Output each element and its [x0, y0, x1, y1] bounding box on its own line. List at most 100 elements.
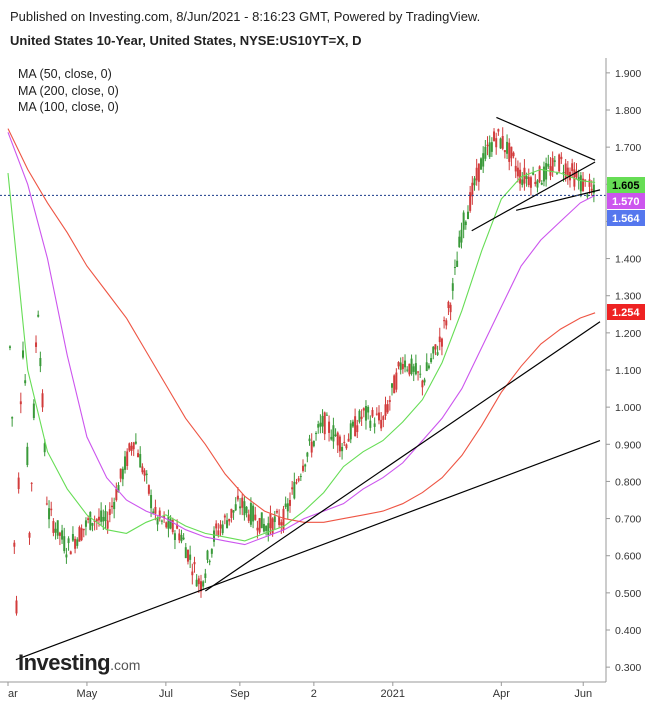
candle-body — [508, 142, 511, 162]
candle-body — [176, 524, 179, 529]
candle-body — [493, 131, 496, 141]
candle-body — [124, 456, 127, 470]
price-badge-label: 1.605 — [612, 180, 640, 192]
candle-body — [134, 441, 137, 444]
candle-body — [484, 146, 487, 159]
candle-body — [575, 171, 578, 177]
candle-body — [21, 350, 24, 358]
candle-body — [356, 425, 359, 433]
candle-body — [438, 336, 441, 343]
candle-body — [384, 404, 387, 416]
candle-body — [150, 495, 153, 509]
candle-body — [419, 373, 422, 375]
y-tick-label: 0.700 — [615, 514, 641, 526]
y-tick-label: 0.500 — [615, 588, 641, 600]
trendline[interactable] — [471, 161, 596, 232]
candle-body — [393, 375, 396, 394]
ma-line[interactable] — [7, 168, 596, 542]
trendline[interactable] — [204, 321, 601, 592]
candle-body — [490, 142, 493, 152]
y-tick-label: 1.900 — [615, 68, 641, 80]
candle-body — [308, 438, 311, 442]
candle-body — [210, 549, 213, 554]
x-axis-ticks: ar May Jul Sep 2 2021 Apr Jun — [7, 682, 592, 700]
x-tick-label: Apr — [493, 688, 510, 700]
candle-body — [369, 420, 372, 428]
candle-body — [288, 499, 291, 506]
candle-body — [39, 357, 42, 367]
trendline[interactable] — [15, 440, 601, 661]
candle-body — [69, 551, 72, 555]
candle-body — [295, 482, 298, 484]
price-badge — [607, 304, 645, 320]
ma-line[interactable] — [7, 132, 596, 546]
candle-body — [223, 515, 226, 518]
candle-body — [245, 506, 248, 514]
candle-body — [110, 505, 113, 508]
candle-body — [186, 550, 189, 562]
legend-ma200[interactable]: MA (200, close, 0) — [18, 83, 119, 98]
candle-body — [466, 211, 469, 220]
candle-body — [338, 436, 341, 452]
trendline[interactable] — [515, 189, 601, 211]
candle-body — [243, 501, 246, 516]
candle-body — [87, 518, 90, 520]
y-tick-label: 0.800 — [615, 476, 641, 488]
candle-body — [65, 554, 68, 558]
candle-body — [217, 530, 220, 536]
candle-body — [293, 481, 296, 499]
candle-body — [588, 179, 591, 187]
candle-body — [167, 516, 170, 529]
candle-body — [189, 554, 192, 560]
candle-body — [336, 432, 339, 446]
price-badge-label: 1.564 — [612, 213, 640, 225]
candle-body — [347, 438, 350, 442]
candle-body — [582, 178, 585, 192]
candle-body — [469, 192, 472, 211]
candle-body — [306, 452, 309, 457]
candle-body — [265, 525, 268, 531]
y-tick-label: 1.300 — [615, 291, 641, 303]
candle-body — [519, 169, 522, 184]
candle-body — [269, 513, 272, 529]
candle-body — [391, 383, 394, 388]
candle-body — [377, 412, 380, 421]
y-tick-label: 1.700 — [615, 142, 641, 154]
candle-body — [137, 453, 140, 458]
candle-body — [551, 157, 554, 172]
candle-body — [106, 520, 109, 529]
candle-body — [278, 516, 281, 526]
candle-body — [373, 423, 376, 427]
candle-body — [358, 410, 361, 422]
legend-ma100[interactable]: MA (100, close, 0) — [18, 100, 119, 114]
y-tick-label: 1.800 — [615, 105, 641, 117]
candle-body — [315, 433, 318, 435]
candle-body — [8, 346, 11, 348]
candle-body — [195, 579, 198, 587]
candle-body — [11, 417, 14, 419]
trendline[interactable] — [496, 116, 596, 161]
candle-body — [319, 422, 322, 427]
candle-body — [471, 182, 474, 197]
candle-body — [89, 511, 92, 530]
ma-line[interactable] — [7, 128, 596, 523]
legend-ma50[interactable]: MA (50, close, 0) — [18, 67, 112, 81]
candle-body — [299, 476, 302, 478]
candle-body — [74, 538, 77, 549]
candle-body — [45, 503, 48, 505]
candle-body — [499, 138, 502, 149]
candle-body — [399, 362, 402, 370]
candle-body — [67, 538, 70, 544]
candle-body — [80, 528, 83, 541]
candle-body — [408, 363, 411, 375]
candle-body — [30, 482, 33, 484]
candle-body — [395, 372, 398, 390]
candle-body — [95, 519, 98, 522]
candle-body — [61, 530, 64, 540]
candle-body — [432, 346, 435, 354]
candle-body — [592, 184, 595, 194]
published-info: Published on Investing.com, 8/Jun/2021 -… — [10, 9, 481, 24]
candle-body — [553, 160, 556, 162]
x-tick-label: May — [77, 688, 98, 700]
